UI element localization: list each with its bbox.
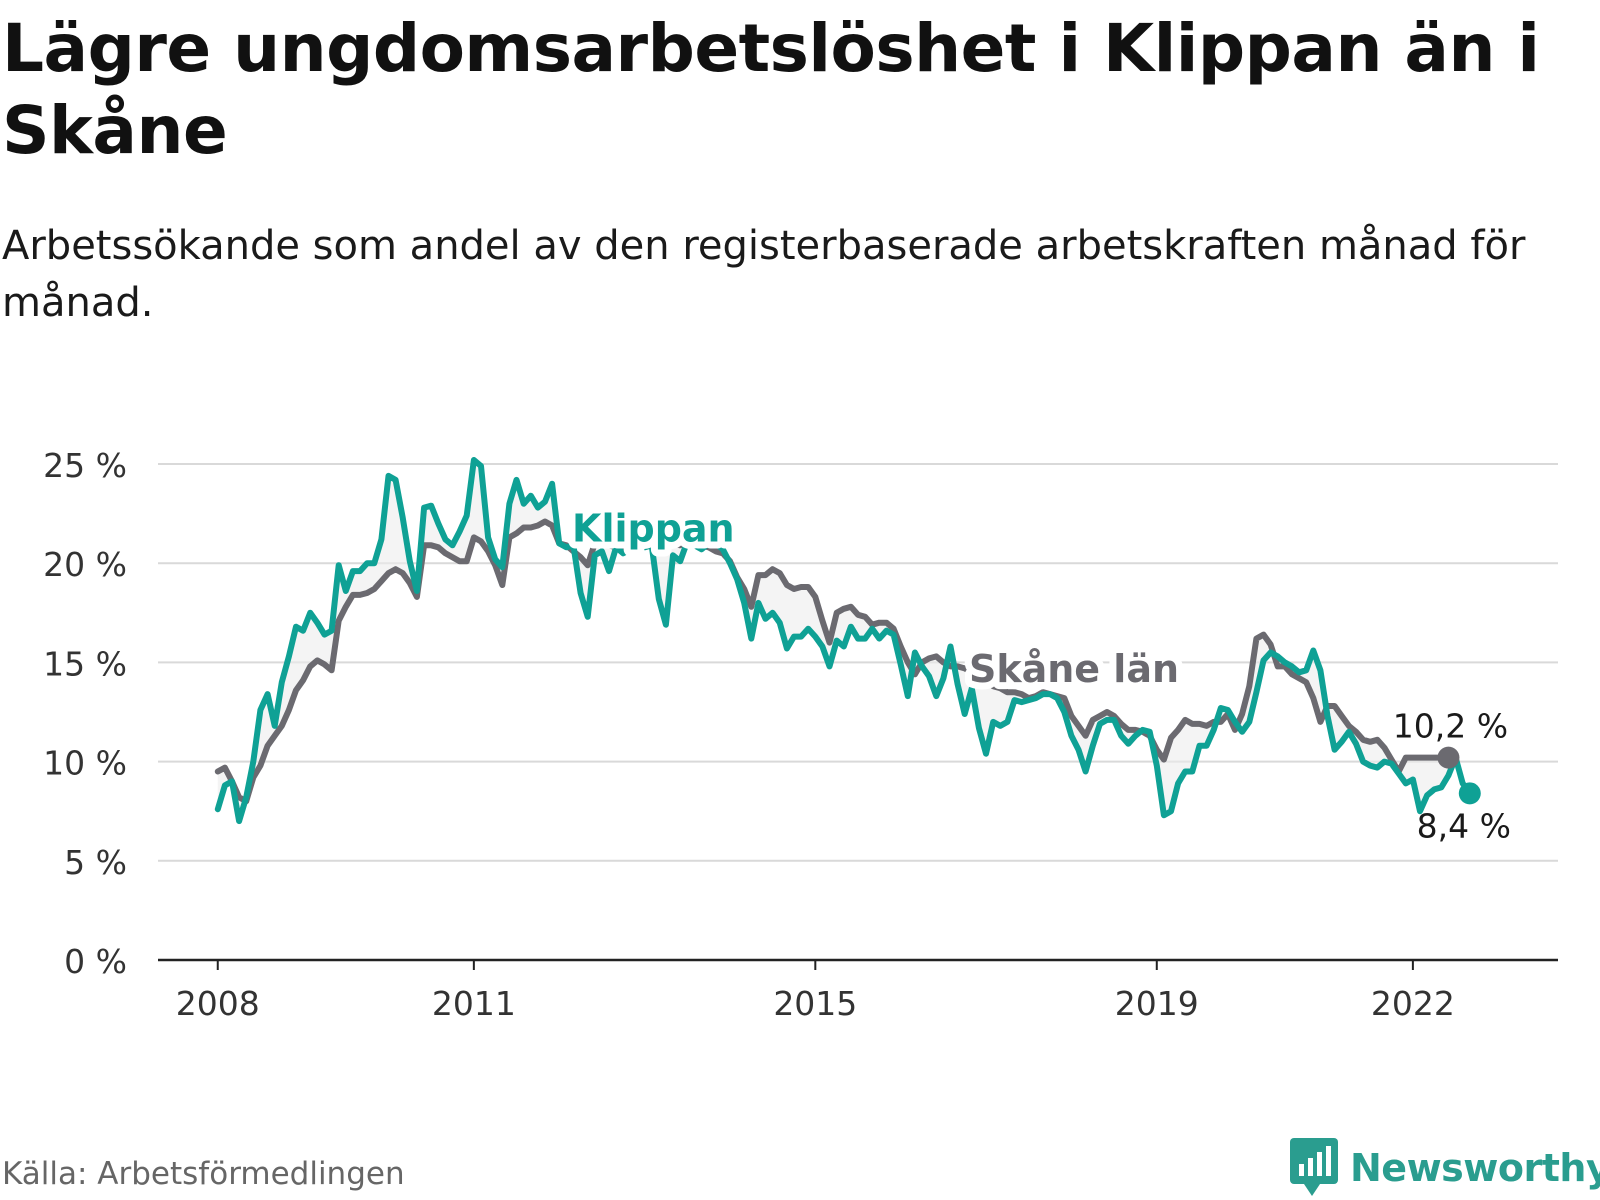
y-tick-label: 5 % (64, 843, 127, 882)
y-tick-label: 0 % (64, 942, 127, 981)
chart-subtitle: Arbetssökande som andel av den registerb… (2, 223, 1526, 326)
x-tick-label: 2015 (773, 984, 857, 1023)
chart-title: Lägre ungdomsarbetslöshet i Klippan än i… (2, 10, 1540, 169)
series-label-skane: Skåne län (969, 647, 1179, 691)
newsworthy-logo-icon (1290, 1138, 1338, 1196)
line-chart: 0 % 5 % 10 % 15 % 20 % 25 % 2008 2011 2015 2019 20… (43, 446, 1558, 1023)
series-label-klippan: Klippan (572, 506, 735, 550)
y-tick-label: 25 % (43, 446, 127, 485)
x-tick-label: 2019 (1115, 984, 1199, 1023)
x-tick-label: 2022 (1371, 984, 1455, 1023)
x-tick-label: 2008 (176, 984, 260, 1023)
series-line-klippan (214, 457, 1473, 825)
end-point-skane (1437, 746, 1460, 769)
y-tick-label: 15 % (43, 644, 127, 683)
y-tick-label: 10 % (43, 744, 127, 783)
end-label-skane: 10,2 % (1393, 707, 1508, 746)
end-label-klippan: 8,4 % (1417, 806, 1511, 845)
y-tick-label: 20 % (43, 545, 127, 584)
brand-name: Newsworthy (1350, 1146, 1600, 1190)
x-tick-label: 2011 (432, 984, 516, 1023)
brand-logo: Newsworthy (1290, 1138, 1600, 1198)
source-note: Källa: Arbetsförmedlingen (2, 1156, 405, 1192)
end-point-klippan (1458, 782, 1481, 805)
